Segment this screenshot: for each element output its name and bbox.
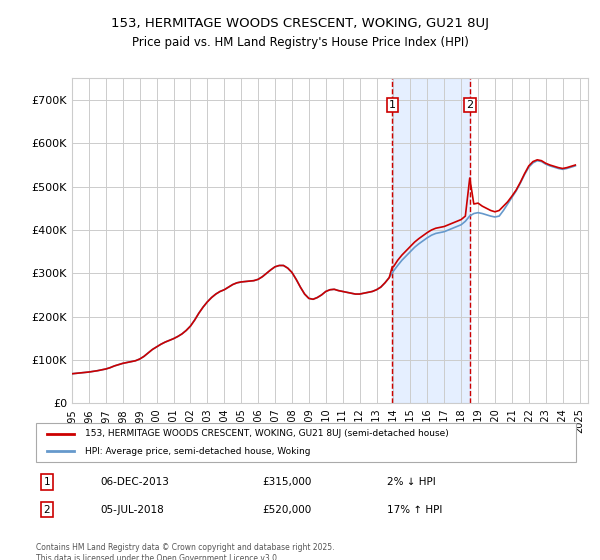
Text: Price paid vs. HM Land Registry's House Price Index (HPI): Price paid vs. HM Land Registry's House … — [131, 36, 469, 49]
Bar — [392, 78, 470, 403]
Text: HPI: Average price, semi-detached house, Woking: HPI: Average price, semi-detached house,… — [85, 446, 310, 455]
Text: Contains HM Land Registry data © Crown copyright and database right 2025.
This d: Contains HM Land Registry data © Crown c… — [36, 543, 335, 560]
Text: 2: 2 — [466, 100, 473, 110]
FancyBboxPatch shape — [36, 423, 576, 462]
Text: 1: 1 — [43, 477, 50, 487]
Text: 05-JUL-2018: 05-JUL-2018 — [101, 505, 164, 515]
Text: 153, HERMITAGE WOODS CRESCENT, WOKING, GU21 8UJ: 153, HERMITAGE WOODS CRESCENT, WOKING, G… — [111, 17, 489, 30]
Text: £520,000: £520,000 — [263, 505, 312, 515]
Text: 17% ↑ HPI: 17% ↑ HPI — [387, 505, 442, 515]
Text: 153, HERMITAGE WOODS CRESCENT, WOKING, GU21 8UJ (semi-detached house): 153, HERMITAGE WOODS CRESCENT, WOKING, G… — [85, 430, 448, 438]
Text: 2: 2 — [43, 505, 50, 515]
Text: 06-DEC-2013: 06-DEC-2013 — [101, 477, 170, 487]
Text: £315,000: £315,000 — [263, 477, 312, 487]
Text: 2% ↓ HPI: 2% ↓ HPI — [387, 477, 436, 487]
Text: 1: 1 — [389, 100, 396, 110]
